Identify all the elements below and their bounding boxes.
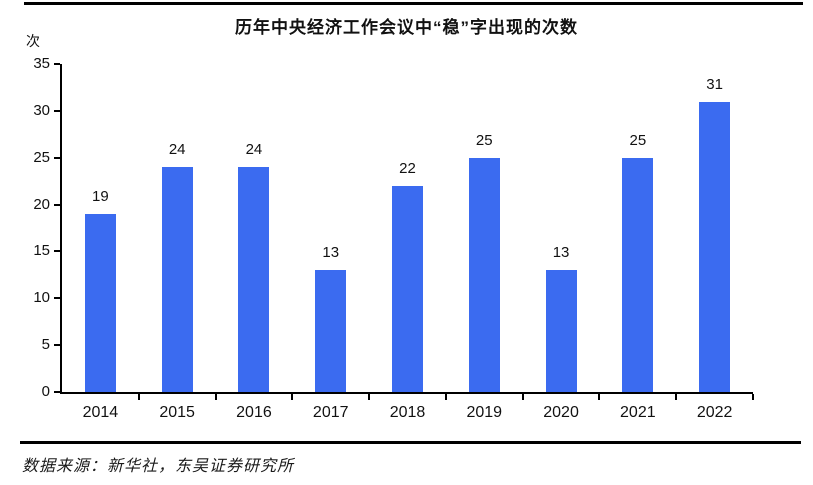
x-axis-tick-label: 2016: [236, 404, 272, 421]
x-axis-tick: [598, 394, 601, 400]
plot-area: 0 5 10 15 20 25 30 35 19 2014 24 2015 24 2016 13 2017 22…: [33, 55, 754, 421]
y-axis-tick-label: 30: [33, 101, 50, 119]
x-axis-tick-label: 2020: [543, 404, 579, 421]
bar-value-label: 31: [706, 75, 723, 93]
x-axis-tick: [444, 394, 447, 400]
x-axis-tick: [521, 394, 524, 400]
y-axis-tick-label: 15: [33, 242, 50, 260]
bar: [392, 185, 423, 392]
x-axis-tick: [675, 394, 678, 400]
bar: [238, 167, 270, 392]
x-axis-tick-label: 2014: [82, 404, 119, 421]
chart-title: 历年中央经济工作会议中“稳”字出现的次数: [235, 18, 578, 37]
bar-value-label: 13: [322, 244, 340, 262]
y-axis-tick: [54, 297, 60, 300]
bar-value-label: 13: [552, 244, 570, 262]
y-axis-unit-label: 次: [26, 33, 40, 49]
x-axis-tick: [214, 394, 217, 400]
x-axis-tick-label: 2022: [696, 404, 733, 421]
y-axis-tick: [54, 156, 60, 159]
x-axis-tick-label: 2018: [389, 404, 426, 421]
bar: [545, 270, 577, 392]
bar: [315, 270, 347, 392]
bar: [161, 167, 193, 392]
x-axis-tick: [752, 394, 754, 400]
x-axis-tick: [291, 394, 294, 400]
bar: [699, 101, 731, 392]
y-axis-tick-label: 5: [41, 336, 50, 354]
y-axis-tick-label: 0: [41, 383, 50, 400]
bar: [622, 157, 654, 392]
source-divider: [20, 441, 801, 444]
bar-value-label: 19: [92, 187, 109, 205]
bar-value-label: 24: [168, 141, 186, 159]
y-axis-tick: [54, 109, 60, 112]
x-axis-tick-label: 2017: [312, 404, 349, 421]
y-axis-tick: [54, 344, 60, 347]
bar-value-label: 22: [399, 159, 416, 177]
x-axis-tick-label: 2019: [466, 404, 503, 421]
top-divider: [24, 2, 803, 5]
bar: [84, 213, 116, 392]
bar-value-label: 24: [245, 141, 263, 159]
y-axis-tick-label: 20: [33, 195, 50, 213]
x-axis-tick-label: 2015: [159, 404, 195, 421]
y-axis-tick-label: 10: [33, 289, 50, 307]
y-axis-tick-label: 35: [33, 55, 50, 72]
y-axis-tick-label: 25: [33, 148, 50, 166]
data-source-text: 数据来源：新华社，东吴证券研究所: [22, 456, 295, 475]
y-axis-tick: [54, 63, 60, 65]
bar-value-label: 25: [629, 131, 647, 149]
y-axis-tick: [54, 391, 60, 393]
x-axis-tick-label: 2021: [620, 404, 656, 421]
x-axis-tick: [368, 394, 371, 400]
bar-value-label: 25: [475, 131, 493, 149]
bar: [468, 157, 500, 392]
x-axis-tick: [137, 394, 140, 400]
y-axis-tick: [54, 250, 60, 253]
y-axis-tick: [54, 203, 60, 206]
